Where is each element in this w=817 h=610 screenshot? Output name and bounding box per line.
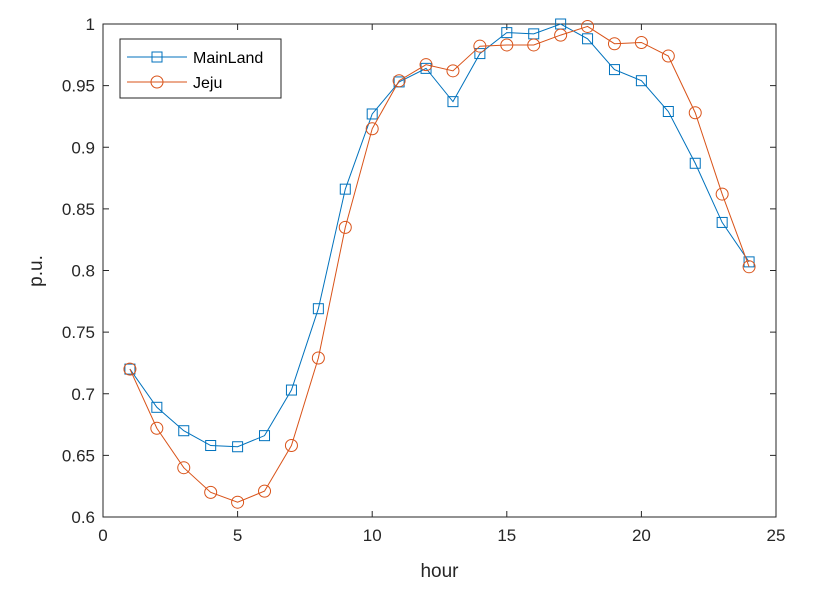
data-point-mainland — [447, 96, 459, 108]
y-tick-label: 0.65 — [62, 446, 95, 465]
data-point-jeju — [258, 484, 272, 498]
y-tick-labels: 0.6 0.65 0.7 0.75 0.8 0.85 0.9 0.95 1 — [62, 15, 95, 527]
x-tick-label: 25 — [767, 526, 786, 545]
data-point-mainland — [743, 256, 755, 268]
y-tick-label: 0.85 — [62, 200, 95, 219]
data-point-jeju — [204, 485, 218, 499]
data-point-jeju — [123, 362, 137, 376]
axis-ticks — [102, 23, 777, 518]
y-tick-label: 0.75 — [62, 323, 95, 342]
data-point-jeju — [661, 49, 675, 63]
data-point-jeju — [473, 39, 487, 53]
data-point-mainland — [339, 183, 351, 195]
x-tick-label: 15 — [497, 526, 516, 545]
x-tick-label: 20 — [632, 526, 651, 545]
x-tick-label: 10 — [363, 526, 382, 545]
legend-label-mainland: MainLand — [193, 50, 263, 67]
data-point-mainland — [608, 64, 620, 76]
data-point-mainland — [124, 363, 136, 375]
data-point-jeju — [311, 351, 325, 365]
series-jeju — [123, 19, 756, 509]
legend: MainLand Jeju — [119, 38, 282, 99]
y-tick-label: 0.95 — [62, 77, 95, 96]
data-point-mainland — [635, 75, 647, 87]
data-point-jeju — [581, 19, 595, 33]
y-axis-label: p.u. — [26, 255, 47, 287]
data-point-mainland — [501, 27, 513, 39]
data-point-mainland — [474, 48, 486, 60]
data-point-jeju — [231, 495, 245, 509]
data-point-jeju — [177, 461, 191, 475]
data-point-mainland — [582, 33, 594, 45]
legend-marker-jeju — [150, 75, 164, 89]
data-point-mainland — [205, 440, 217, 452]
data-point-jeju — [688, 106, 702, 120]
x-tick-label: 5 — [233, 526, 242, 545]
data-point-mainland — [232, 441, 244, 453]
data-point-jeju — [742, 260, 756, 274]
x-tick-labels: 0 5 10 15 20 25 — [98, 526, 785, 545]
data-point-jeju — [365, 122, 379, 136]
data-point-jeju — [419, 58, 433, 72]
series-layer — [123, 18, 756, 509]
x-tick-label: 0 — [98, 526, 107, 545]
data-point-jeju — [634, 35, 648, 49]
series-line-jeju — [129, 25, 750, 503]
data-point-mainland — [259, 430, 271, 442]
data-point-mainland — [662, 106, 674, 118]
legend-label-jeju: Jeju — [193, 75, 222, 92]
data-point-mainland — [689, 157, 701, 169]
data-point-jeju — [150, 421, 164, 435]
legend-box — [119, 38, 282, 99]
legend-marker-mainland — [151, 51, 163, 63]
data-point-jeju — [527, 38, 541, 52]
data-point-mainland — [285, 384, 297, 396]
y-tick-label: 0.9 — [71, 138, 95, 157]
x-axis-label: hour — [420, 561, 459, 582]
data-point-mainland — [312, 303, 324, 315]
data-point-mainland — [178, 425, 190, 437]
y-tick-label: 0.6 — [71, 508, 95, 527]
data-point-jeju — [715, 187, 729, 201]
y-tick-label: 0.7 — [71, 385, 95, 404]
data-point-jeju — [284, 439, 298, 453]
data-point-jeju — [554, 28, 568, 42]
y-tick-label: 1 — [86, 15, 95, 34]
data-point-jeju — [338, 220, 352, 234]
y-tick-label: 0.8 — [71, 262, 95, 281]
data-point-jeju — [392, 74, 406, 88]
data-point-mainland — [716, 216, 728, 228]
data-point-jeju — [500, 38, 514, 52]
data-point-mainland — [366, 108, 378, 120]
data-point-jeju — [446, 64, 460, 78]
data-point-jeju — [607, 37, 621, 51]
data-point-mainland — [151, 401, 163, 413]
